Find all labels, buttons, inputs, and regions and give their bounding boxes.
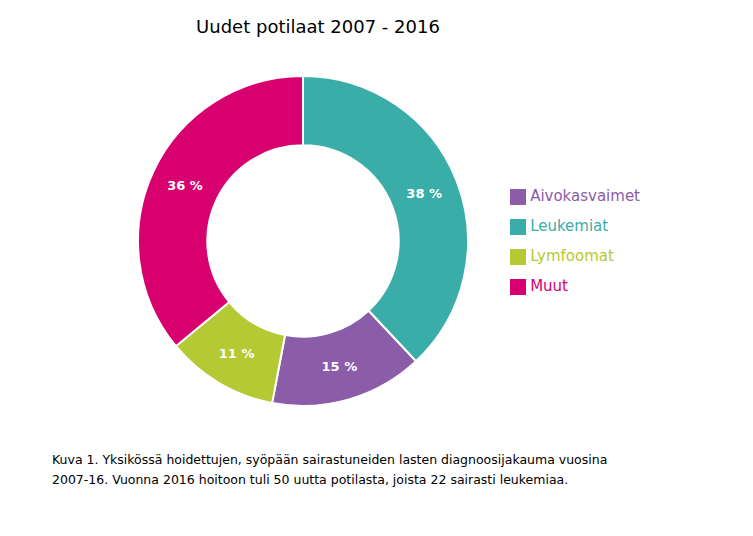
html-text:Leukemiat: Leukemiat: [530, 217, 609, 235]
svg-text:38 %: 38 %: [406, 186, 442, 201]
html-text:Aivokasvaimet: Aivokasvaimet: [530, 187, 640, 205]
html-text:Kuva 1. Yksikössä hoidettujen,: Kuva 1. Yksikössä hoidettujen, syöpään s…: [52, 452, 608, 467]
svg-text:36 %: 36 %: [167, 178, 203, 193]
html-text:Lymfoomat: Lymfoomat: [530, 247, 614, 265]
html-text:Muut: Muut: [530, 277, 568, 295]
svg-text:15 %: 15 %: [322, 359, 358, 374]
html-text:2007-16. Vuonna 2016 hoitoon t: 2007-16. Vuonna 2016 hoitoon tuli 50 uut…: [52, 472, 569, 487]
svg-text:11 %: 11 %: [219, 346, 255, 361]
html-text:Uudet potilaat 2007 - 2016: Uudet potilaat 2007 - 2016: [196, 16, 440, 37]
